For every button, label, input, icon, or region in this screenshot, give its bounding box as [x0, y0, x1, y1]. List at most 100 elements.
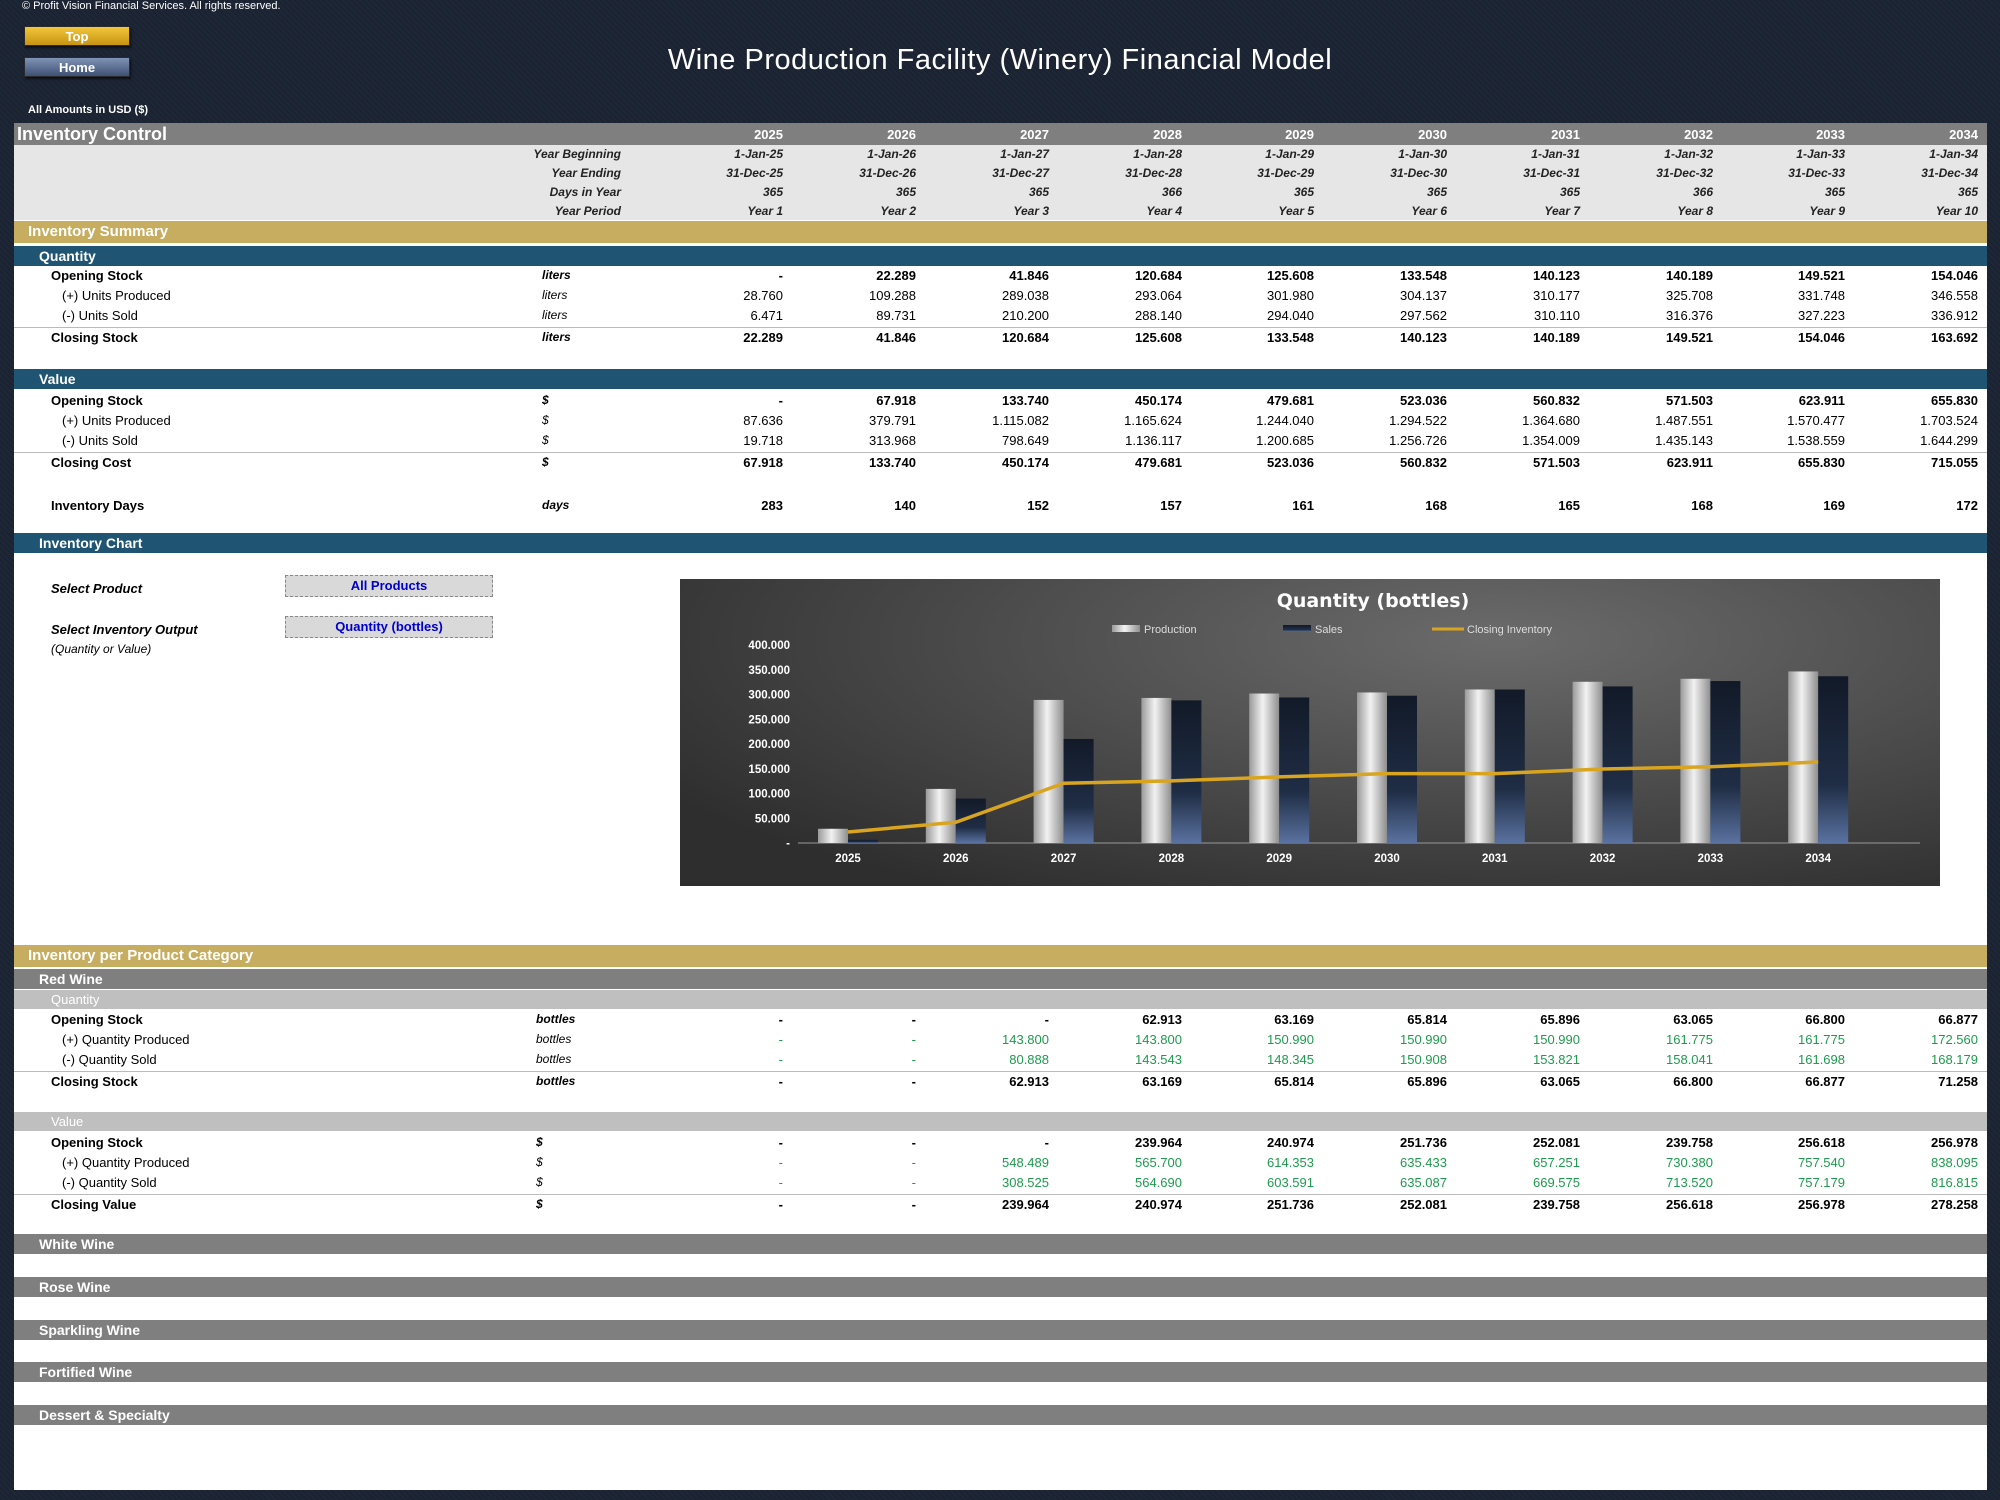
row-value: 1.136.117 — [1125, 433, 1182, 448]
year-header: 2034 — [1949, 127, 1978, 142]
row-value: 331.748 — [1798, 288, 1845, 303]
sales-bar — [1494, 689, 1525, 843]
period-value: 1-Jan-27 — [1000, 147, 1049, 161]
select-product-label: Select Product — [51, 581, 143, 596]
row-value: 1.165.624 — [1124, 413, 1182, 428]
row-value: 1.538.559 — [1787, 433, 1845, 448]
row-unit: $ — [542, 413, 549, 427]
row-value: 310.110 — [1533, 308, 1580, 323]
days-value: 165 — [1558, 498, 1580, 513]
row-value: - — [778, 1197, 783, 1212]
period-value: 366 — [1692, 185, 1713, 199]
row-value: 614.353 — [1267, 1155, 1314, 1170]
chart-title: Quantity (bottles) — [1277, 590, 1470, 612]
row-unit: $ — [536, 1155, 543, 1169]
row-value: 560.832 — [1533, 393, 1580, 408]
row-value: 240.974 — [1267, 1135, 1314, 1150]
period-value: 1-Jan-33 — [1796, 147, 1845, 161]
production-bar — [1464, 689, 1495, 843]
row-label: Closing Stock — [51, 1074, 138, 1089]
row-value: 278.258 — [1931, 1197, 1978, 1212]
production-bar — [1680, 678, 1711, 843]
sales-bar — [1063, 738, 1094, 843]
production-bar — [818, 828, 848, 843]
row-value: 297.562 — [1400, 308, 1447, 323]
row-value: 713.520 — [1666, 1175, 1713, 1190]
category-title: Fortified Wine — [39, 1364, 133, 1380]
top-button[interactable]: Top — [24, 26, 130, 46]
row-value: 172.560 — [1931, 1032, 1978, 1047]
category-title: Rose Wine — [39, 1279, 111, 1295]
x-tick-label: 2030 — [1374, 853, 1400, 865]
x-tick-label: 2031 — [1482, 853, 1508, 865]
category-title: Sparkling Wine — [39, 1322, 141, 1338]
row-value: 838.095 — [1931, 1155, 1978, 1170]
year-header: 2030 — [1418, 127, 1447, 142]
value-row: Closing Cost $67.918 133.740 450.174 479.681… — [14, 452, 1987, 472]
row-value: 89.731 — [876, 308, 916, 323]
row-value: - — [911, 1175, 916, 1190]
red-quantity-title: Quantity — [51, 992, 100, 1007]
inventory-summary-bar: Inventory Summary — [14, 221, 1987, 243]
row-value: 65.814 — [1407, 1012, 1447, 1027]
year-header: 2027 — [1020, 127, 1049, 142]
row-value: 288.140 — [1135, 308, 1182, 323]
row-value: 158.041 — [1666, 1052, 1713, 1067]
y-tick-label: 50.000 — [755, 813, 790, 825]
select-product-dropdown[interactable]: All Products — [285, 575, 493, 597]
row-value: - — [911, 1012, 916, 1027]
worksheet: Inventory Control 2025 2026 2027 2028 2029 20… — [14, 123, 1987, 1490]
row-value: 313.968 — [869, 433, 916, 448]
period-value: 365 — [1028, 185, 1049, 199]
row-value: 154.046 — [1798, 330, 1845, 345]
row-value: 28.760 — [743, 288, 783, 303]
row-value: 657.251 — [1533, 1155, 1580, 1170]
row-value: 19.718 — [743, 433, 783, 448]
row-value: 256.618 — [1798, 1135, 1845, 1150]
period-value: 1-Jan-25 — [734, 147, 783, 161]
row-value: 346.558 — [1931, 288, 1978, 303]
row-value: 63.065 — [1673, 1012, 1713, 1027]
row-value: 143.800 — [1135, 1032, 1182, 1047]
quantity-title: Quantity — [39, 248, 96, 264]
red-value-title: Value — [51, 1114, 84, 1129]
row-value: 635.087 — [1400, 1175, 1447, 1190]
inventory-summary-title: Inventory Summary — [28, 223, 169, 240]
category-title: White Wine — [39, 1236, 115, 1252]
period-value: 31-Dec-29 — [1257, 166, 1314, 180]
value-row: (-) Units Sold $19.718 313.968 798.649 1.136… — [14, 431, 1987, 451]
quantity-row: (-) Units Sold liters 6.471 89.731 210.200 28… — [14, 306, 1987, 326]
row-value: 154.046 — [1931, 268, 1978, 283]
row-value: 150.990 — [1267, 1032, 1314, 1047]
production-bar — [1357, 692, 1387, 843]
row-unit: $ — [542, 433, 549, 447]
red-wine-row: (-) Quantity Sold $ - - 308.525 564.690 603.59… — [14, 1173, 1987, 1193]
row-value: - — [911, 1155, 916, 1170]
period-value: 31-Dec-33 — [1788, 166, 1845, 180]
row-value: 125.608 — [1267, 268, 1314, 283]
select-output-dropdown[interactable]: Quantity (bottles) — [285, 616, 493, 638]
row-unit: bottles — [536, 1074, 576, 1088]
row-value: 603.591 — [1267, 1175, 1314, 1190]
days-value: 168 — [1425, 498, 1447, 513]
row-value: 133.548 — [1267, 330, 1314, 345]
home-button[interactable]: Home — [24, 57, 130, 77]
period-value: 31-Dec-31 — [1523, 166, 1580, 180]
value-row: (+) Units Produced $87.636 379.791 1.115.08… — [14, 411, 1987, 431]
row-unit: $ — [536, 1135, 543, 1149]
sales-bar — [1387, 695, 1417, 843]
row-value: 120.684 — [1135, 268, 1182, 283]
row-unit: liters — [542, 330, 571, 344]
legend-label: Sales — [1315, 624, 1343, 636]
row-label: Opening Stock — [51, 268, 143, 283]
row-value: - — [1044, 1012, 1049, 1027]
row-value: 571.503 — [1533, 455, 1580, 470]
row-value: 327.223 — [1798, 308, 1845, 323]
row-value: 816.815 — [1931, 1175, 1978, 1190]
category-bar: Fortified Wine — [14, 1362, 1987, 1382]
row-unit: bottles — [536, 1032, 572, 1046]
period-value: 365 — [895, 185, 916, 199]
row-unit: $ — [536, 1197, 543, 1211]
row-value: 798.649 — [1002, 433, 1049, 448]
row-value: 256.978 — [1931, 1135, 1978, 1150]
